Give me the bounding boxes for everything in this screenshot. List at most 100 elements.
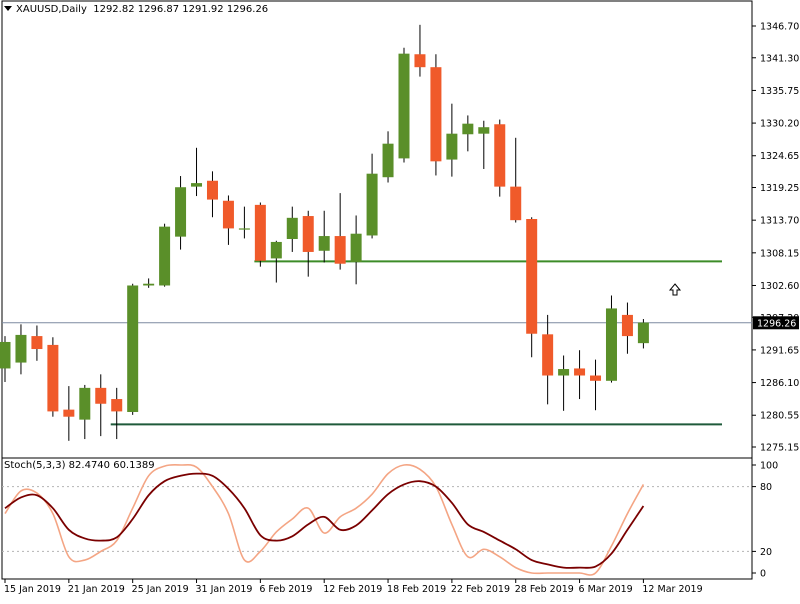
candle <box>366 153 378 239</box>
candle-body <box>605 308 617 381</box>
candle-body <box>446 133 458 160</box>
candle-body <box>222 200 234 229</box>
candle-body <box>254 204 266 261</box>
candle-body <box>79 387 91 420</box>
candle-body <box>15 334 27 363</box>
candle <box>47 337 59 417</box>
stoch-tick-label: 0 <box>760 569 766 580</box>
candle-body <box>143 283 155 286</box>
up-arrow-icon <box>668 283 682 296</box>
candle <box>590 359 602 411</box>
candle-body <box>47 344 59 412</box>
candle <box>159 223 171 287</box>
stoch-line-0 <box>4 472 645 569</box>
candle-body <box>478 127 490 134</box>
candle-body <box>302 216 314 252</box>
candle-body <box>398 53 410 159</box>
stoch-lines <box>4 463 645 576</box>
candle-body <box>31 336 43 350</box>
stoch-tick-label: 80 <box>760 482 772 493</box>
stoch-tick-label: 20 <box>760 547 772 558</box>
date-label: 6 Feb 2019 <box>259 584 312 595</box>
candle-body <box>558 369 570 376</box>
price-tick-label: 1275.15 <box>760 443 799 454</box>
price-tick-label: 1330.20 <box>760 119 799 130</box>
price-tick-label: 1319.25 <box>760 183 799 194</box>
candle-body <box>95 387 107 404</box>
price-tick-label: 1313.70 <box>760 216 799 227</box>
stoch-tick-label: 100 <box>760 461 778 472</box>
candle <box>494 119 506 197</box>
candle-body <box>127 285 139 412</box>
candle-body <box>111 399 123 412</box>
up-arrow-shape <box>668 283 682 296</box>
candle-body <box>430 67 442 162</box>
candle <box>79 384 91 440</box>
candle <box>478 120 490 169</box>
date-label: 28 Feb 2019 <box>515 584 574 595</box>
candle <box>446 103 458 177</box>
stoch-header: Stoch(5,3,3) 82.4740 60.1389 <box>4 460 155 472</box>
candle-body <box>286 217 298 240</box>
candle-body <box>590 375 602 381</box>
date-label: 22 Feb 2019 <box>451 584 510 595</box>
candle <box>302 210 314 277</box>
candle-body <box>574 368 586 376</box>
candle <box>462 115 474 152</box>
candle-body <box>510 186 522 221</box>
candle-body <box>175 187 187 237</box>
stoch-line-1 <box>4 463 645 576</box>
candle <box>621 302 633 354</box>
date-label: 31 Jan 2019 <box>196 584 253 595</box>
stoch-values: 82.4740 60.1389 <box>68 460 155 471</box>
price-tick-label: 1280.55 <box>760 411 799 422</box>
date-label: 15 Jan 2019 <box>4 584 61 595</box>
candle-body <box>494 124 506 187</box>
candle-body <box>526 218 538 334</box>
candle <box>95 374 107 437</box>
date-label: 18 Feb 2019 <box>387 584 446 595</box>
candle <box>254 202 266 267</box>
candle-body <box>350 233 362 262</box>
triangle-down-icon[interactable] <box>4 6 12 11</box>
candle-body <box>542 334 554 376</box>
candle-body <box>382 143 394 178</box>
price-tick-label: 1324.65 <box>760 151 799 162</box>
date-label: 21 Jan 2019 <box>68 584 125 595</box>
symbol-label: XAUUSD,Daily <box>16 4 87 15</box>
candle <box>238 206 250 239</box>
candle-body <box>366 173 378 236</box>
candle <box>175 176 187 250</box>
candle <box>398 47 410 163</box>
candle <box>558 355 570 411</box>
price-tick-label: 1286.10 <box>760 378 799 389</box>
candle <box>414 24 426 77</box>
candle-body <box>191 183 203 187</box>
candle <box>382 131 394 183</box>
candle <box>270 240 282 283</box>
candle <box>318 210 330 263</box>
current-price-tag <box>753 316 799 330</box>
candle <box>222 195 234 245</box>
stoch-label: Stoch(5,3,3) <box>4 460 66 471</box>
candle <box>31 325 43 361</box>
candle <box>605 295 617 383</box>
candle-body <box>206 180 218 200</box>
candle <box>542 314 554 405</box>
candle-body <box>63 409 75 417</box>
stoch-panel-frame <box>1 457 753 580</box>
current-price-label: 1296.26 <box>757 318 796 329</box>
price-tick-label: 1335.75 <box>760 86 799 97</box>
candle <box>15 324 27 375</box>
candle-body <box>414 54 426 68</box>
candle <box>191 147 203 197</box>
candle <box>286 206 298 252</box>
date-label: 6 Mar 2019 <box>579 584 633 595</box>
price-tick-label: 1308.15 <box>760 248 799 259</box>
chart-header: XAUUSD,Daily 1292.82 1296.87 1291.92 129… <box>4 4 268 16</box>
candle <box>334 193 346 270</box>
date-label: 12 Mar 2019 <box>642 584 702 595</box>
candle <box>143 278 155 288</box>
